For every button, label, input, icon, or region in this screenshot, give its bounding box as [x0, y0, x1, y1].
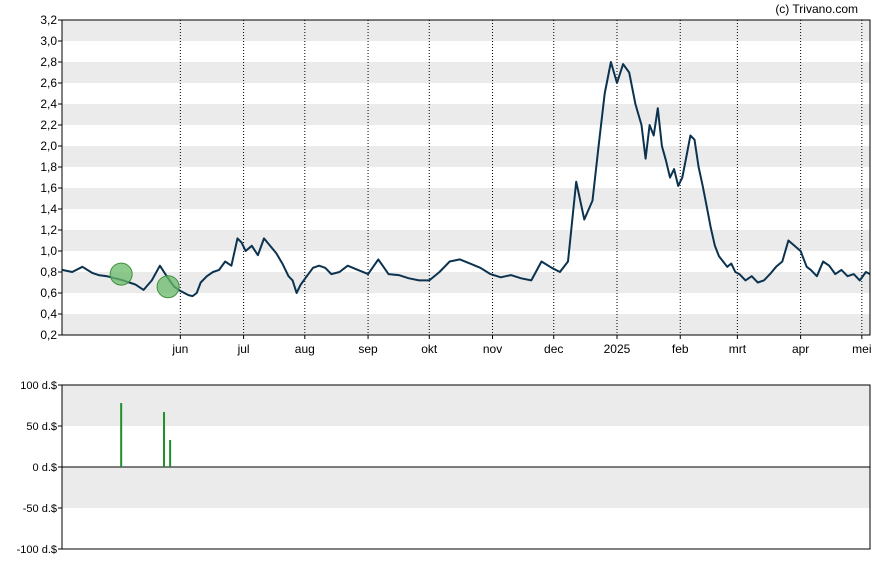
y-tick-label: 1,4 [40, 202, 57, 216]
y-band [62, 104, 870, 125]
y-band [62, 230, 870, 251]
top-chart-x-axis: jun jul aug sep okt nov dec 2025 feb mrt apr mei [171, 335, 872, 356]
top-chart-frame [61, 19, 871, 336]
y-tick-label: 2,4 [40, 97, 57, 111]
x-tick-label: nov [483, 342, 502, 356]
x-tick-label: dec [544, 342, 563, 356]
y-tick-label: 0,2 [40, 328, 57, 342]
x-tick-label: sep [358, 342, 378, 356]
x-tick-label: mei [852, 342, 871, 356]
y-tick-label: 100 d.$ [20, 380, 57, 392]
top-chart-markers [109, 262, 180, 299]
x-tick-label: jul [237, 342, 250, 356]
y-tick-label: 1,8 [40, 160, 57, 174]
y-tick-label: 0,8 [40, 265, 57, 279]
top-chart-line [61, 61, 871, 298]
y-tick-label: 2,0 [40, 139, 57, 153]
bottom-chart-y-axis: 100 d.$ 50 d.$ 0 d.$ -50 d.$ -100 d.$ [17, 380, 62, 556]
y-band [62, 467, 870, 508]
y-tick-label: 1,2 [40, 223, 57, 237]
y-band [62, 20, 870, 41]
y-tick-label: 3,2 [40, 13, 57, 27]
y-tick-label: 1,0 [40, 244, 57, 258]
y-tick-label: 3,0 [40, 34, 57, 48]
y-band [62, 385, 870, 426]
y-band [62, 188, 870, 209]
x-tick-label: jun [171, 342, 188, 356]
x-tick-label: feb [672, 342, 689, 356]
top-chart-border [61, 19, 871, 336]
top-chart-y-axis: 0,2 0,4 0,6 0,8 1,0 1,2 1,4 1,6 1,8 2,0 2,2 2,4 2,6 2… [40, 13, 62, 342]
y-tick-label: 2,2 [40, 118, 57, 132]
x-tick-label: aug [295, 342, 315, 356]
y-tick-label: 1,6 [40, 181, 57, 195]
x-tick-label: mrt [729, 342, 747, 356]
y-tick-label: 50 d.$ [26, 421, 57, 433]
x-tick-label: 2025 [604, 342, 631, 356]
dividend-marker [109, 262, 133, 286]
y-tick-label: 0,6 [40, 286, 57, 300]
bottom-chart-bars [120, 403, 172, 467]
y-band [62, 146, 870, 167]
dividend-marker [156, 275, 180, 299]
y-tick-label: 0,4 [40, 307, 57, 321]
y-tick-label: 0 d.$ [33, 462, 57, 474]
price-series-line [61, 61, 871, 298]
y-tick-label: 2,6 [40, 76, 57, 90]
x-tick-label: okt [421, 342, 438, 356]
watermark: (c) Trivano.com [775, 2, 858, 16]
y-band [62, 62, 870, 83]
y-band [62, 314, 870, 335]
y-band [62, 272, 870, 293]
y-tick-label: -100 d.$ [17, 544, 57, 556]
y-tick-label: -50 d.$ [23, 503, 57, 515]
bottom-chart-bands [62, 385, 870, 508]
x-tick-label: apr [792, 342, 809, 356]
top-chart-bands [62, 20, 870, 335]
y-tick-label: 2,8 [40, 55, 57, 69]
